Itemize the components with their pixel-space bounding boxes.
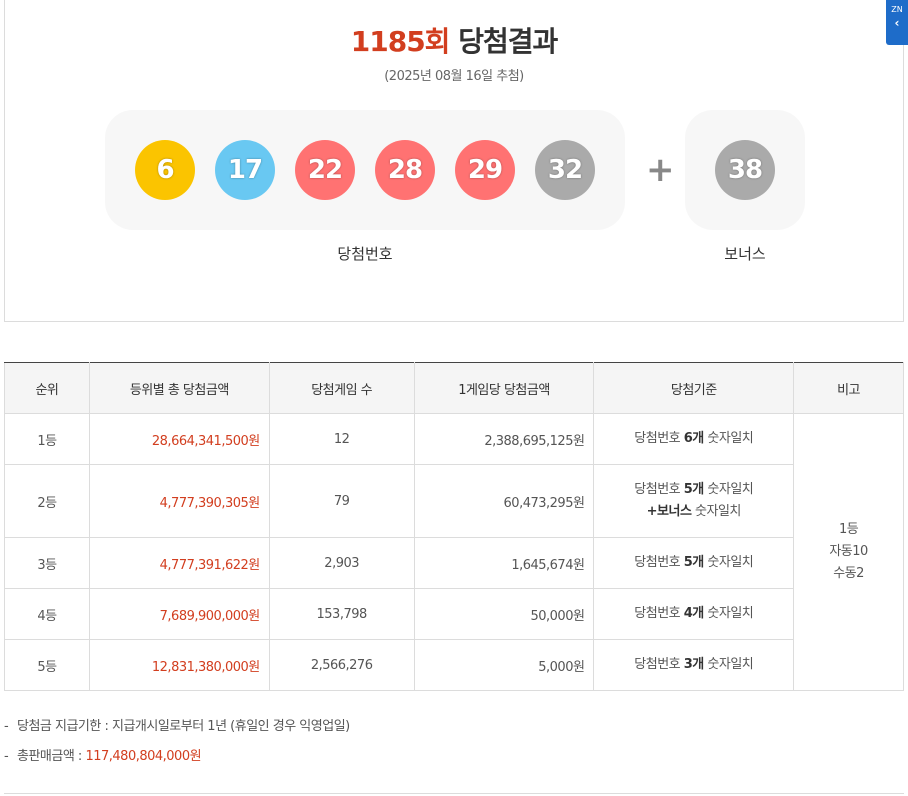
games-cell: 12 bbox=[268, 413, 415, 465]
title-suffix: 당첨결과 bbox=[449, 25, 558, 58]
criteria-bonus: +보너스 bbox=[646, 504, 692, 519]
table-row: 3등 4,777,391,622원 2,903 1,645,674원 당첨번호 … bbox=[4, 537, 904, 589]
table-row: 1등 28,664,341,500원 12 2,388,695,125원 당첨번… bbox=[4, 413, 904, 691]
total-amount-cell: 12,831,380,000원 bbox=[88, 639, 270, 691]
bonus-ball: 38 bbox=[715, 140, 775, 200]
games-cell: 153,798 bbox=[268, 588, 415, 640]
remark-line: 수동2 bbox=[833, 566, 864, 581]
remark-line: 1등 bbox=[838, 522, 859, 537]
bullet-dash: - bbox=[4, 719, 9, 734]
plus-icon: + bbox=[646, 150, 675, 190]
deadline-text: 당첨금 지급기한 : 지급개시일로부터 1년 (휴일인 경우 익영업일) bbox=[17, 719, 350, 734]
header-per-game-amount: 1게임당 당첨금액 bbox=[413, 362, 595, 414]
criteria-count: 5개 bbox=[683, 555, 705, 570]
rank-cell: 4등 bbox=[4, 588, 90, 640]
sales-value: 117,480,804,000원 bbox=[85, 749, 202, 764]
criteria-cell: 당첨번호 5개 숫자일치 bbox=[593, 537, 795, 589]
criteria-cell: 당첨번호 3개 숫자일치 bbox=[593, 639, 795, 691]
bonus-label: 보너스 bbox=[724, 245, 766, 263]
remark-line: 자동10 bbox=[829, 544, 868, 559]
ball-2: 17 bbox=[215, 140, 275, 200]
bullet-dash: - bbox=[4, 749, 9, 764]
criteria-count: 6개 bbox=[683, 431, 705, 446]
games-cell: 79 bbox=[268, 464, 415, 538]
criteria-text: 당첨번호 bbox=[634, 657, 684, 672]
criteria-text: 숫자일치 bbox=[703, 431, 754, 446]
per-game-cell: 1,645,674원 bbox=[413, 537, 595, 589]
rank-cell: 3등 bbox=[4, 537, 90, 589]
divider bbox=[4, 793, 904, 794]
total-amount-cell: 4,777,391,622원 bbox=[88, 537, 270, 589]
criteria-text: 숫자일치 bbox=[703, 606, 754, 621]
round-number: 1185회 bbox=[350, 25, 451, 58]
ball-1: 6 bbox=[135, 140, 195, 200]
rank-cell: 5등 bbox=[4, 639, 90, 691]
criteria-count: 5개 bbox=[683, 482, 705, 497]
criteria-text: 당첨번호 bbox=[634, 482, 684, 497]
rank-cell: 2등 bbox=[4, 464, 90, 538]
draw-date: (2025년 08월 16일 추첨) bbox=[384, 69, 524, 84]
criteria-text: 숫자일치 bbox=[703, 555, 754, 570]
rank-cell: 1등 bbox=[4, 413, 90, 465]
criteria-count: 3개 bbox=[683, 657, 705, 672]
table-row: 5등 12,831,380,000원 2,566,276 5,000원 당첨번호… bbox=[4, 639, 904, 691]
total-amount-cell: 28,664,341,500원 bbox=[88, 413, 270, 465]
criteria-cell: 당첨번호 4개 숫자일치 bbox=[593, 588, 795, 640]
page-title: 1185회 당첨결과 bbox=[5, 20, 903, 60]
prize-table: 순위 등위별 총 당첨금액 당첨게임 수 1게임당 당첨금액 당첨기준 비고 1… bbox=[4, 362, 904, 691]
header-total-amount: 등위별 총 당첨금액 bbox=[88, 362, 270, 414]
games-cell: 2,903 bbox=[268, 537, 415, 589]
ball-6: 32 bbox=[535, 140, 595, 200]
winning-numbers-panel: 6 17 22 28 29 32 bbox=[105, 110, 625, 230]
header-winning-games: 당첨게임 수 bbox=[268, 362, 415, 414]
table-row: 2등 4,777,390,305원 79 60,473,295원 당첨번호 5개… bbox=[4, 464, 904, 538]
table-row: 4등 7,689,900,000원 153,798 50,000원 당첨번호 4… bbox=[4, 588, 904, 640]
criteria-text: 당첨번호 bbox=[634, 606, 684, 621]
total-amount-cell: 7,689,900,000원 bbox=[88, 588, 270, 640]
note-total-sales: - 총판매금액 : 117,480,804,000원 bbox=[4, 746, 350, 776]
criteria-text: 당첨번호 bbox=[634, 555, 684, 570]
side-quick-tab[interactable]: ZN ‹ bbox=[886, 0, 908, 45]
total-amount-cell: 4,777,390,305원 bbox=[88, 464, 270, 538]
criteria-text: 숫자일치 bbox=[691, 504, 741, 519]
games-cell: 2,566,276 bbox=[268, 639, 415, 691]
side-tab-label: ZN bbox=[891, 5, 903, 14]
per-game-cell: 5,000원 bbox=[413, 639, 595, 691]
per-game-cell: 60,473,295원 bbox=[413, 464, 595, 538]
remark-cell: 1등 자동10 수동2 bbox=[793, 413, 904, 691]
criteria-count: 4개 bbox=[683, 606, 705, 621]
sales-label: 총판매금액 : bbox=[17, 749, 86, 764]
ball-3: 22 bbox=[295, 140, 355, 200]
note-deadline: - 당첨금 지급기한 : 지급개시일로부터 1년 (휴일인 경우 익영업일) bbox=[4, 716, 350, 746]
header-remark: 비고 bbox=[793, 362, 904, 414]
chevron-left-icon: ‹ bbox=[894, 16, 900, 30]
bonus-number-panel: 38 bbox=[685, 110, 805, 230]
table-header-row: 순위 등위별 총 당첨금액 당첨게임 수 1게임당 당첨금액 당첨기준 비고 bbox=[4, 362, 904, 414]
criteria-text: 숫자일치 bbox=[703, 482, 754, 497]
criteria-text: 당첨번호 bbox=[634, 431, 684, 446]
ball-4: 28 bbox=[375, 140, 435, 200]
criteria-cell: 당첨번호 5개 숫자일치 +보너스 숫자일치 bbox=[593, 464, 795, 538]
criteria-text: 숫자일치 bbox=[703, 657, 754, 672]
ball-5: 29 bbox=[455, 140, 515, 200]
criteria-cell: 당첨번호 6개 숫자일치 bbox=[593, 413, 795, 465]
winning-numbers-label: 당첨번호 bbox=[337, 245, 393, 263]
per-game-cell: 50,000원 bbox=[413, 588, 595, 640]
header-rank: 순위 bbox=[4, 362, 90, 414]
result-box: 1185회 당첨결과 (2025년 08월 16일 추첨) 6 17 22 28… bbox=[4, 0, 904, 322]
notes-list: - 당첨금 지급기한 : 지급개시일로부터 1년 (휴일인 경우 익영업일) -총… bbox=[4, 716, 350, 776]
header-criteria: 당첨기준 bbox=[593, 362, 795, 414]
per-game-cell: 2,388,695,125원 bbox=[413, 413, 595, 465]
